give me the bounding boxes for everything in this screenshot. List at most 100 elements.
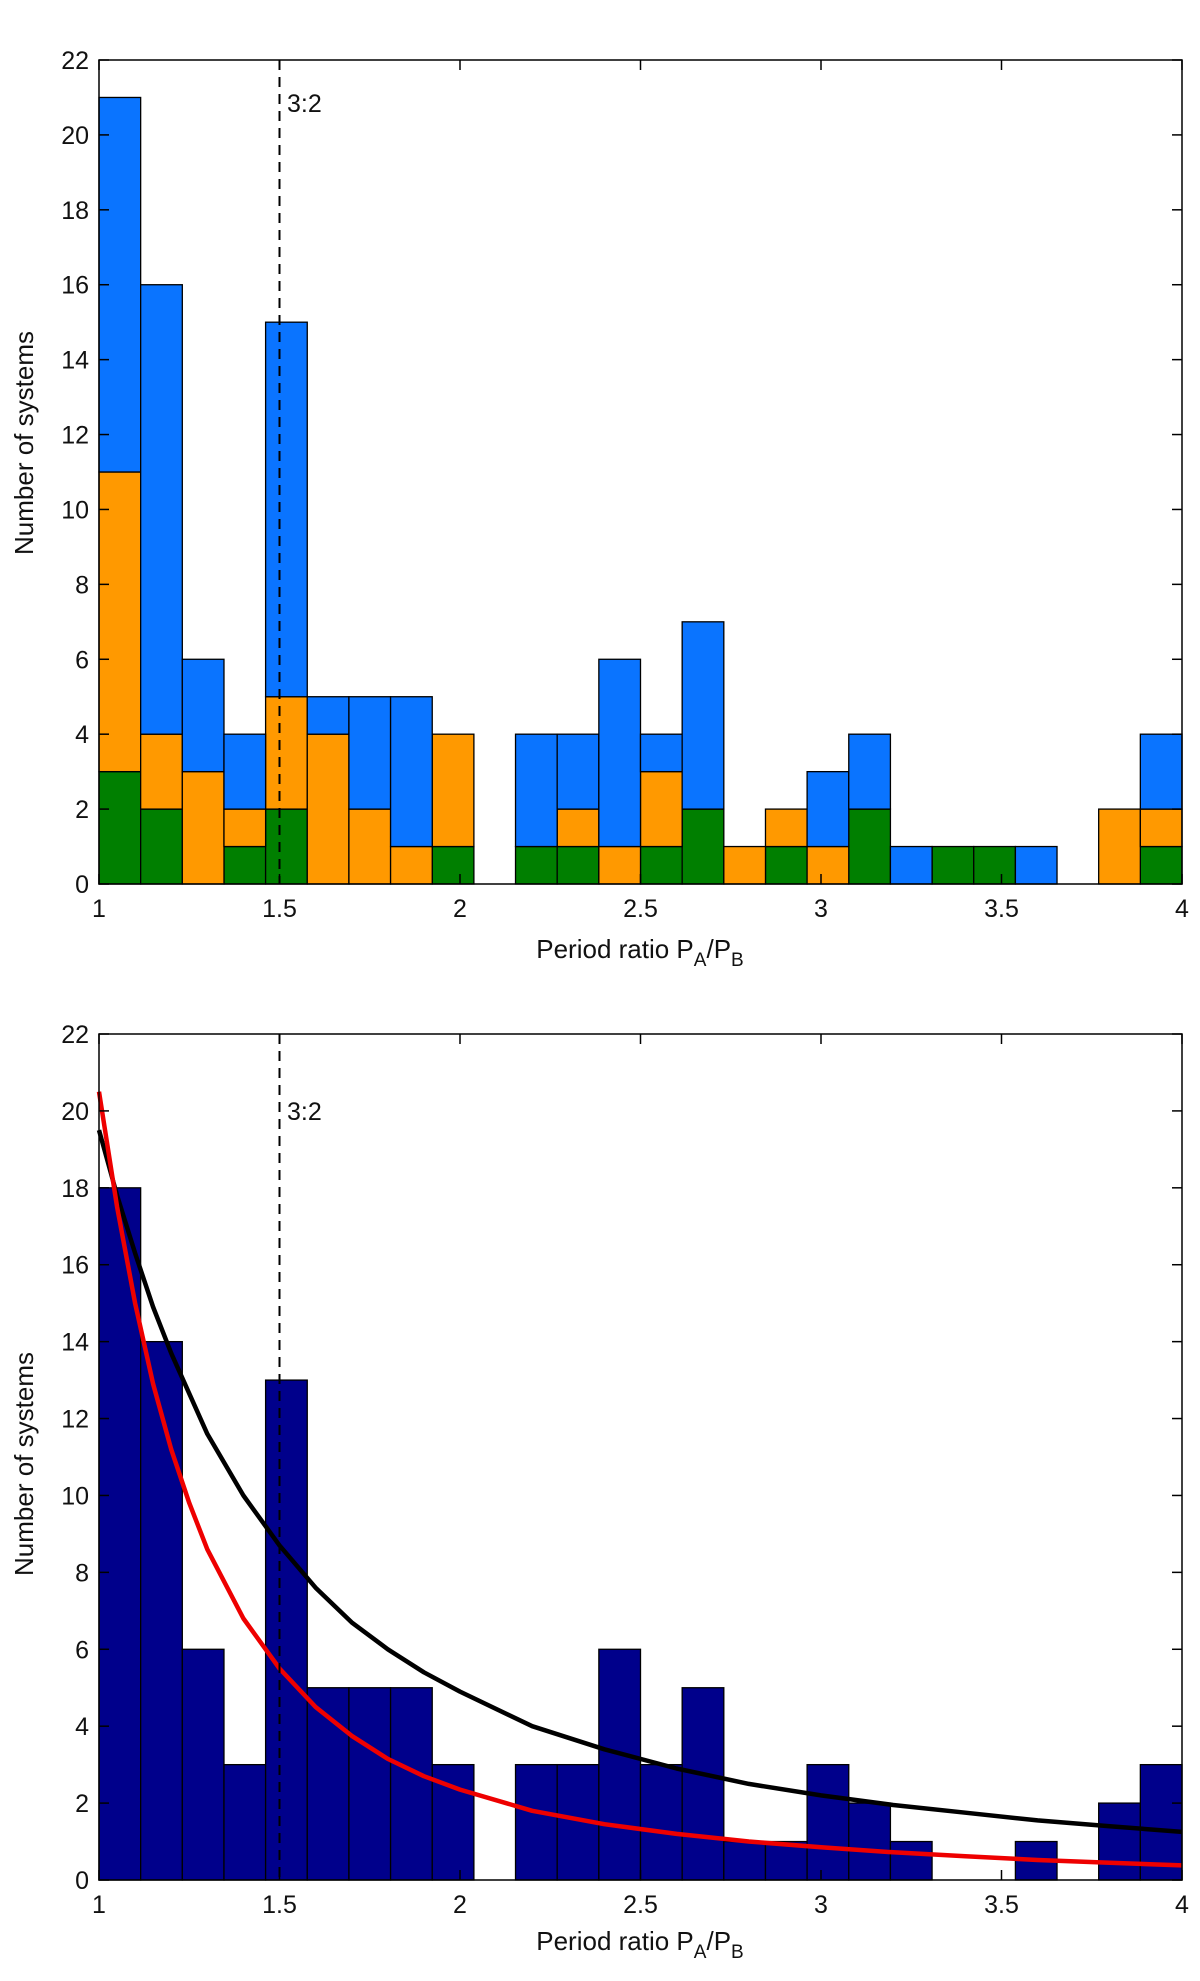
y-axis-label: Number of systems: [9, 1352, 39, 1576]
bar: [639, 1763, 683, 1881]
y-tick-label: 4: [75, 1713, 89, 1741]
y-axis-label: Number of systems: [9, 331, 39, 555]
x-axis-label-sub-b: B: [731, 1942, 744, 1963]
x-axis-label-sub-a: A: [694, 1942, 707, 1963]
bar-green: [1139, 845, 1183, 885]
bar: [723, 1840, 767, 1881]
bar-blue: [1139, 733, 1183, 810]
bar: [764, 1840, 808, 1881]
bar: [140, 1340, 183, 1881]
bar-orange: [98, 471, 142, 773]
x-axis-label-mid: /P: [706, 1926, 731, 1956]
bar: [514, 1763, 558, 1881]
bar: [389, 1687, 433, 1881]
bar-green: [681, 808, 725, 885]
bar: [848, 1802, 892, 1881]
bar-blue: [140, 284, 183, 735]
bar-orange: [1098, 808, 1141, 885]
bar-orange: [181, 770, 225, 885]
bar-blue: [348, 696, 392, 810]
bar-blue: [639, 733, 683, 773]
y-tick-label: 10: [61, 1482, 89, 1510]
bar: [889, 1840, 933, 1881]
bar-blue: [306, 696, 350, 735]
y-tick-label: 18: [61, 1175, 89, 1203]
bar-orange: [348, 808, 392, 885]
bar-blue: [889, 845, 933, 885]
y-tick-label: 20: [61, 122, 89, 150]
y-tick-label: 12: [61, 422, 89, 450]
fit-curve-black-fit: [96, 1129, 1183, 1835]
bar-green: [514, 845, 558, 885]
y-tick-label: 20: [61, 1098, 89, 1126]
bar-green: [431, 845, 475, 885]
y-tick-label: 0: [75, 1867, 89, 1895]
bar-orange: [140, 733, 183, 810]
x-axis-label: Period ratio PA/PB: [536, 1926, 743, 1963]
bar-orange: [306, 733, 350, 885]
bar-orange: [598, 845, 642, 885]
bar-green: [764, 845, 808, 885]
x-tick-label: 1: [92, 895, 106, 923]
x-tick-label: 2.5: [623, 1891, 658, 1919]
bar: [264, 1379, 308, 1881]
y-tick-label: 16: [61, 1252, 89, 1280]
x-axis-label-main: Period ratio P: [536, 934, 694, 964]
x-axis-label-sub-b: B: [731, 950, 744, 971]
y-tick-label: 2: [75, 1790, 89, 1818]
bar-blue: [514, 733, 558, 848]
y-tick-label: 6: [75, 646, 89, 674]
bar-orange: [264, 696, 308, 810]
bar-orange: [723, 845, 767, 885]
y-tick-label: 8: [75, 571, 89, 599]
bar-blue: [1014, 845, 1058, 885]
bar-green: [973, 845, 1017, 885]
bar-blue: [598, 658, 642, 848]
bar: [1139, 1763, 1183, 1881]
x-tick-label: 4: [1175, 895, 1189, 923]
bar-green: [639, 845, 683, 885]
y-tick-label: 4: [75, 721, 89, 749]
y-tick-label: 22: [61, 47, 89, 75]
bar-blue: [264, 321, 308, 698]
y-tick-label: 0: [75, 871, 89, 899]
bar-orange: [764, 808, 808, 848]
x-tick-label: 1.5: [262, 1891, 297, 1919]
reference-line-label: 3:2: [287, 1098, 322, 1126]
bar-blue: [848, 733, 892, 810]
x-tick-label: 2.5: [623, 895, 658, 923]
bar-orange: [556, 808, 600, 848]
bar: [223, 1763, 267, 1881]
bar-orange: [639, 770, 683, 848]
bar-green: [556, 845, 600, 885]
y-tick-label: 16: [61, 272, 89, 300]
bar-orange: [223, 808, 267, 848]
bar-green: [223, 845, 267, 885]
bar-blue: [806, 770, 850, 848]
fit-curve-red-fit: [96, 1091, 1183, 1868]
bar-orange: [431, 733, 475, 848]
x-tick-label: 2: [453, 1891, 467, 1919]
bar: [806, 1763, 850, 1881]
bar: [598, 1648, 642, 1881]
bar-blue: [681, 621, 725, 810]
y-tick-label: 12: [61, 1406, 89, 1434]
x-tick-label: 3.5: [984, 1891, 1019, 1919]
x-tick-label: 1: [92, 1891, 106, 1919]
y-tick-label: 10: [61, 496, 89, 524]
bar-orange: [389, 845, 433, 885]
bar: [681, 1687, 725, 1881]
x-tick-label: 2: [453, 895, 467, 923]
y-tick-label: 18: [61, 197, 89, 225]
y-tick-label: 22: [61, 1021, 89, 1049]
bar: [181, 1648, 225, 1881]
y-tick-label: 8: [75, 1559, 89, 1587]
y-tick-label: 14: [61, 1329, 89, 1357]
bar-green: [848, 808, 892, 885]
bar-blue: [389, 696, 433, 848]
bar-orange: [806, 845, 850, 885]
bar-orange: [1139, 808, 1183, 848]
chart-top-stacked-histogram: Number of systems Period ratio PA/PB 0 2 4…: [9, 47, 1189, 971]
y-tick-label: 6: [75, 1636, 89, 1664]
